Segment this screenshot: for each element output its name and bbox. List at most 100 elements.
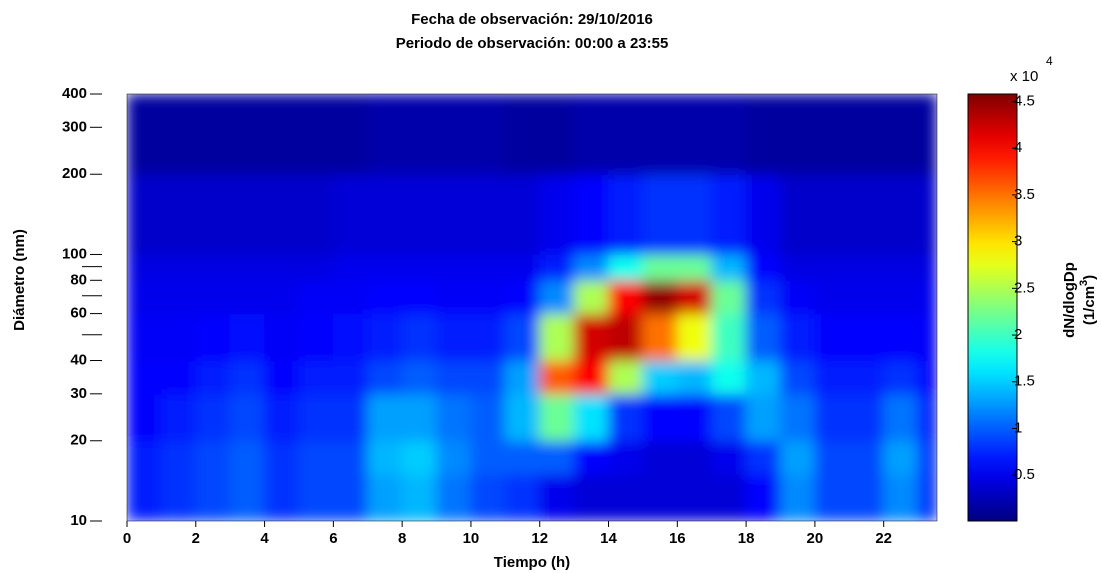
heatmap-cell xyxy=(160,360,197,395)
heatmap-cell xyxy=(504,440,541,475)
heatmap-cell xyxy=(195,313,231,362)
x-tick-label: 4 xyxy=(260,530,269,547)
heatmap-cell xyxy=(642,173,678,255)
heatmap-cell xyxy=(573,360,610,395)
heatmap-cell xyxy=(814,440,850,475)
heatmap-cell xyxy=(814,253,850,281)
heatmap-cell xyxy=(160,173,197,255)
x-tick-label: 12 xyxy=(531,530,548,547)
heatmap-cell xyxy=(711,173,747,255)
heatmap-cell xyxy=(504,279,541,315)
heatmap-cell xyxy=(436,94,472,175)
heatmap-cell xyxy=(298,313,334,362)
plot-frame xyxy=(126,93,938,522)
colorbar-tick-label: 4.5 xyxy=(1014,92,1035,109)
heatmap-cell xyxy=(470,173,506,255)
heatmap-cell xyxy=(711,279,747,315)
heatmap-cell xyxy=(401,473,438,521)
heatmap-cell xyxy=(917,94,937,175)
colorbar-multiplier: x 10 xyxy=(1010,68,1038,85)
colorbar-tick-label: 2.5 xyxy=(1014,279,1035,296)
heatmap-cell xyxy=(780,313,816,362)
heatmap-cell xyxy=(264,173,300,255)
heatmap-cell xyxy=(160,279,197,315)
heatmap-cell xyxy=(504,313,541,362)
heatmap-cell xyxy=(539,173,575,255)
heatmap-cell xyxy=(367,253,403,281)
heatmap-cell xyxy=(676,313,713,362)
heatmap-cell xyxy=(332,440,369,475)
x-tick-label: 0 xyxy=(123,530,131,547)
heatmap-cell xyxy=(504,473,541,521)
heatmap-cell xyxy=(539,393,575,442)
heatmap-cell xyxy=(676,253,713,281)
heatmap-cell xyxy=(127,279,162,315)
heatmap-cell xyxy=(676,94,713,175)
colorbar-tick-label: 3 xyxy=(1014,233,1022,250)
heatmap-cell xyxy=(814,313,850,362)
heatmap-cell xyxy=(848,173,885,255)
heatmap-cell xyxy=(711,313,747,362)
heatmap-cell xyxy=(160,393,197,442)
heatmap-cell xyxy=(848,313,885,362)
heatmap-cell xyxy=(401,440,438,475)
y-axis-label: Diámetro (nm) xyxy=(11,229,28,331)
colorbar-unit-text: (1/cm xyxy=(1081,286,1098,325)
heatmap-cell xyxy=(160,253,197,281)
heatmap-cell xyxy=(608,313,644,362)
heatmap-cell xyxy=(470,360,506,395)
heatmap-cell xyxy=(229,313,266,362)
y-tick-label: 80 xyxy=(70,271,87,288)
heatmap-cell xyxy=(814,94,850,175)
heatmap-cell xyxy=(436,173,472,255)
heatmap-cell xyxy=(195,253,231,281)
heatmap-cell xyxy=(298,253,334,281)
heatmap-cell xyxy=(711,440,747,475)
heatmap-cell xyxy=(814,473,850,521)
heatmap-cell xyxy=(883,313,919,362)
heatmap-cell xyxy=(573,393,610,442)
heatmap-cell xyxy=(436,393,472,442)
heatmap-cell xyxy=(883,94,919,175)
heatmap-cell xyxy=(229,473,266,521)
heatmap-cell xyxy=(608,173,644,255)
heatmap-cell xyxy=(332,473,369,521)
heatmap-cell xyxy=(264,360,300,395)
heatmap-cell xyxy=(332,360,369,395)
heatmap-cell xyxy=(642,279,678,315)
heatmap-cell xyxy=(814,360,850,395)
y-tick-label: 200 xyxy=(62,165,87,182)
heatmap-cell xyxy=(332,313,369,362)
heatmap-cell xyxy=(298,360,334,395)
heatmap-cell xyxy=(573,473,610,521)
heatmap-cell xyxy=(195,393,231,442)
heatmap-cell xyxy=(195,173,231,255)
heatmap-cell xyxy=(298,440,334,475)
heatmap-cell xyxy=(711,393,747,442)
heatmap-cell xyxy=(539,253,575,281)
heatmap-cell xyxy=(470,94,506,175)
x-tick-label: 6 xyxy=(329,530,337,547)
heatmap-cell xyxy=(160,94,197,175)
heatmap-cell xyxy=(711,253,747,281)
colorbar-tick-label: 1 xyxy=(1014,419,1022,436)
heatmap-cell xyxy=(470,279,506,315)
heatmap-cell xyxy=(539,94,575,175)
heatmap-cell xyxy=(883,173,919,255)
heatmap-cell xyxy=(127,393,162,442)
heatmap-cell xyxy=(264,393,300,442)
heatmap-cell xyxy=(264,279,300,315)
colorbar-unit-sup: 3 xyxy=(1078,280,1090,286)
heatmap-cell xyxy=(608,360,644,395)
heatmap xyxy=(127,94,937,521)
colorbar-label: dN/dlogDp xyxy=(1061,262,1078,338)
heatmap-cell xyxy=(298,393,334,442)
heatmap-cell xyxy=(195,440,231,475)
heatmap-cell xyxy=(127,440,162,475)
colorbar xyxy=(967,93,1018,522)
heatmap-cell xyxy=(470,253,506,281)
heatmap-cell xyxy=(642,473,678,521)
heatmap-cell xyxy=(436,473,472,521)
heatmap-cell xyxy=(298,94,334,175)
heatmap-cell xyxy=(401,173,438,255)
